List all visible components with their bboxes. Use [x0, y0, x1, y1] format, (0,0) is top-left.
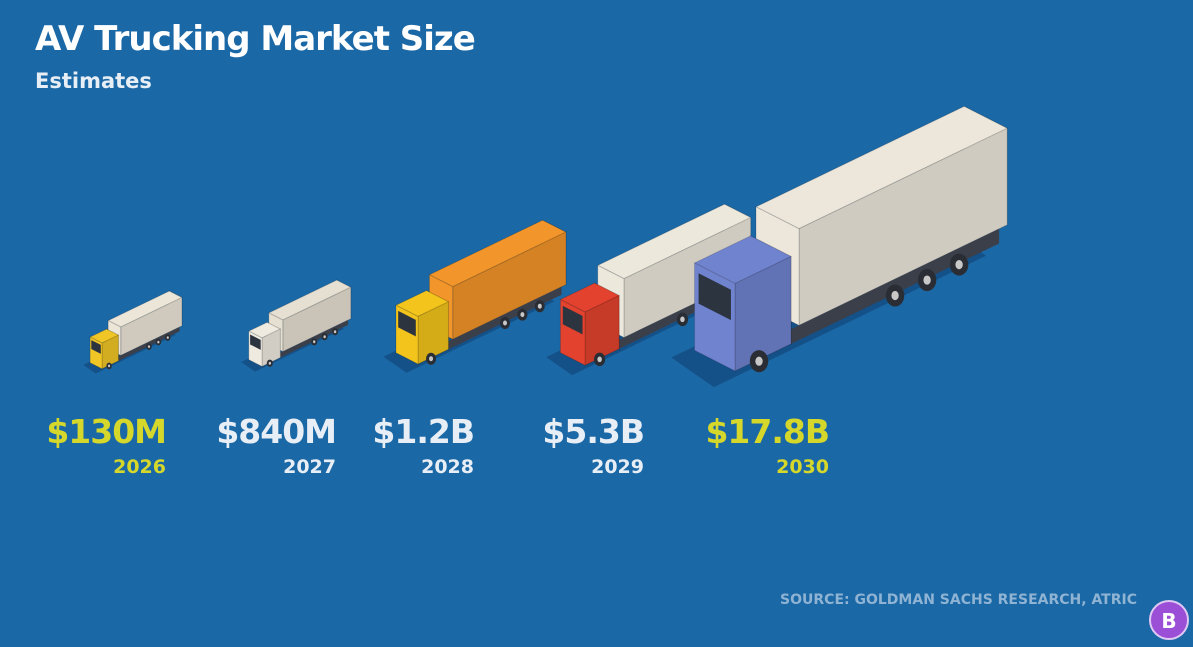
chassis	[735, 228, 1000, 371]
trailer-shade	[120, 297, 182, 356]
hub	[891, 290, 899, 301]
hub	[323, 335, 326, 339]
logo-badge	[1149, 600, 1189, 640]
value-label: $17.8B	[705, 412, 829, 451]
hub	[166, 336, 169, 339]
hub	[755, 356, 763, 366]
source: SOURCE: GOLDMAN SACHS RESEARCH, ATRIC	[780, 592, 1137, 608]
trucks	[83, 105, 1009, 388]
chassis	[262, 320, 349, 367]
hub	[107, 364, 111, 368]
hub	[923, 275, 931, 285]
windshield	[698, 273, 731, 321]
year-label: 2028	[421, 456, 474, 478]
hub	[429, 356, 434, 362]
cab-shade	[585, 295, 620, 366]
windshield	[250, 334, 261, 350]
trailer-shade	[799, 128, 1008, 326]
chassis	[418, 286, 562, 364]
cab-shade	[102, 335, 119, 369]
year-label: 2027	[283, 456, 336, 478]
value-label: $5.3B	[542, 412, 644, 451]
cab-shade	[735, 256, 792, 371]
year-label: 2030	[776, 456, 829, 478]
trailer-shade	[282, 287, 351, 352]
cab-shade	[262, 329, 281, 367]
title: AV Trucking Market Size	[35, 19, 475, 59]
hub	[520, 312, 525, 318]
hub	[597, 356, 602, 363]
year-label: 2026	[113, 456, 166, 478]
year-label: 2029	[591, 456, 644, 478]
hub	[147, 345, 151, 348]
value-label: $130M	[46, 412, 166, 451]
windshield	[562, 305, 583, 335]
hub	[503, 320, 507, 326]
value-label: $1.2B	[372, 412, 474, 451]
trailer-shade	[452, 232, 566, 340]
windshield	[91, 340, 101, 354]
labels: $130M 2026 $840M 2027 $1.2B 2028 $5.3B 2029 $17.…	[46, 412, 830, 478]
windshield	[398, 310, 416, 337]
value-label: $840M	[216, 412, 336, 451]
cab-top	[693, 235, 793, 285]
hub	[537, 303, 542, 309]
cab-shade	[418, 301, 449, 364]
hub	[680, 316, 685, 323]
hub	[157, 340, 160, 344]
subtitle: Estimates	[35, 69, 152, 93]
cab-top	[394, 290, 450, 318]
chassis	[102, 327, 180, 369]
hub	[333, 330, 337, 334]
logo: B	[1161, 609, 1176, 633]
hub	[313, 340, 316, 344]
trailer-shade	[623, 217, 751, 338]
hub	[955, 260, 963, 270]
hub	[268, 361, 272, 365]
